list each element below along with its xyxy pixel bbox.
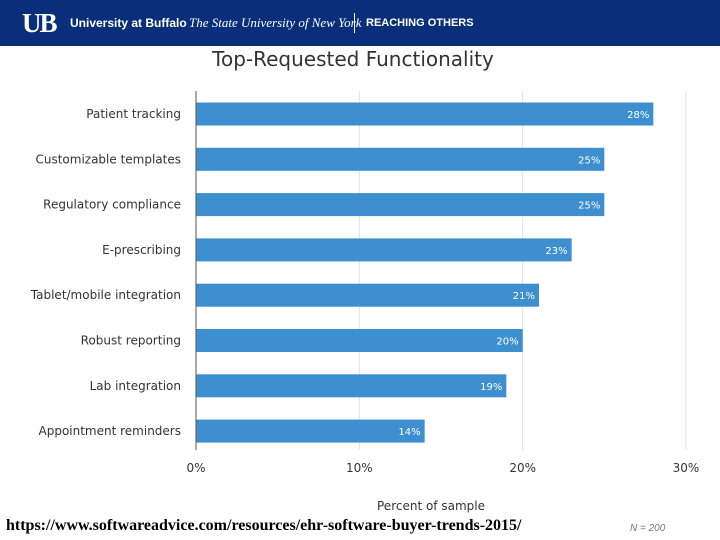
bar-value-label: 14% bbox=[398, 427, 420, 438]
x-tick-label: 10% bbox=[346, 461, 373, 475]
x-tick-label: 0% bbox=[186, 461, 205, 475]
category-label: Customizable templates bbox=[35, 152, 181, 166]
tagline: REACHING OTHERS bbox=[366, 17, 474, 29]
bar bbox=[196, 283, 539, 307]
bar bbox=[196, 329, 523, 352]
category-label: Appointment reminders bbox=[39, 424, 182, 438]
bar bbox=[196, 238, 572, 262]
category-label: Patient tracking bbox=[86, 107, 181, 121]
source-link[interactable]: https://www.softwareadvice.com/resources… bbox=[6, 517, 522, 534]
bar bbox=[196, 374, 507, 398]
category-label: Lab integration bbox=[90, 379, 181, 393]
bar bbox=[196, 147, 605, 171]
header-banner: UB University at Buffalo The State Unive… bbox=[0, 0, 720, 46]
bar bbox=[196, 419, 425, 443]
bar-value-label: 23% bbox=[545, 246, 567, 257]
chart-title: Top-Requested Functionality bbox=[211, 47, 494, 71]
bar-value-label: 21% bbox=[513, 291, 535, 302]
bar bbox=[196, 102, 654, 126]
bar-value-label: 19% bbox=[480, 382, 502, 393]
category-label: Regulatory compliance bbox=[43, 198, 181, 212]
x-tick-label: 20% bbox=[509, 461, 536, 475]
university-name: University at Buffalo bbox=[70, 16, 187, 30]
category-label: Robust reporting bbox=[81, 334, 181, 348]
bar-value-label: 20% bbox=[496, 337, 518, 348]
bar-value-label: 25% bbox=[578, 201, 600, 212]
ub-logo: UB bbox=[22, 8, 57, 38]
category-label: E-prescribing bbox=[102, 243, 181, 257]
bar-chart: Top-Requested Functionality 28% 25% 25% 23%… bbox=[30, 47, 700, 513]
bar-value-label: 28% bbox=[627, 110, 649, 121]
bar bbox=[196, 193, 605, 217]
x-tick-label: 30% bbox=[673, 461, 700, 475]
sample-size-note: N = 200 bbox=[630, 523, 666, 534]
category-label: Tablet/mobile integration bbox=[30, 288, 181, 302]
x-axis-label: Percent of sample bbox=[377, 499, 485, 513]
bar-value-label: 25% bbox=[578, 155, 600, 166]
banner-divider bbox=[354, 13, 355, 33]
university-subtitle: The State University of New York bbox=[189, 15, 362, 30]
